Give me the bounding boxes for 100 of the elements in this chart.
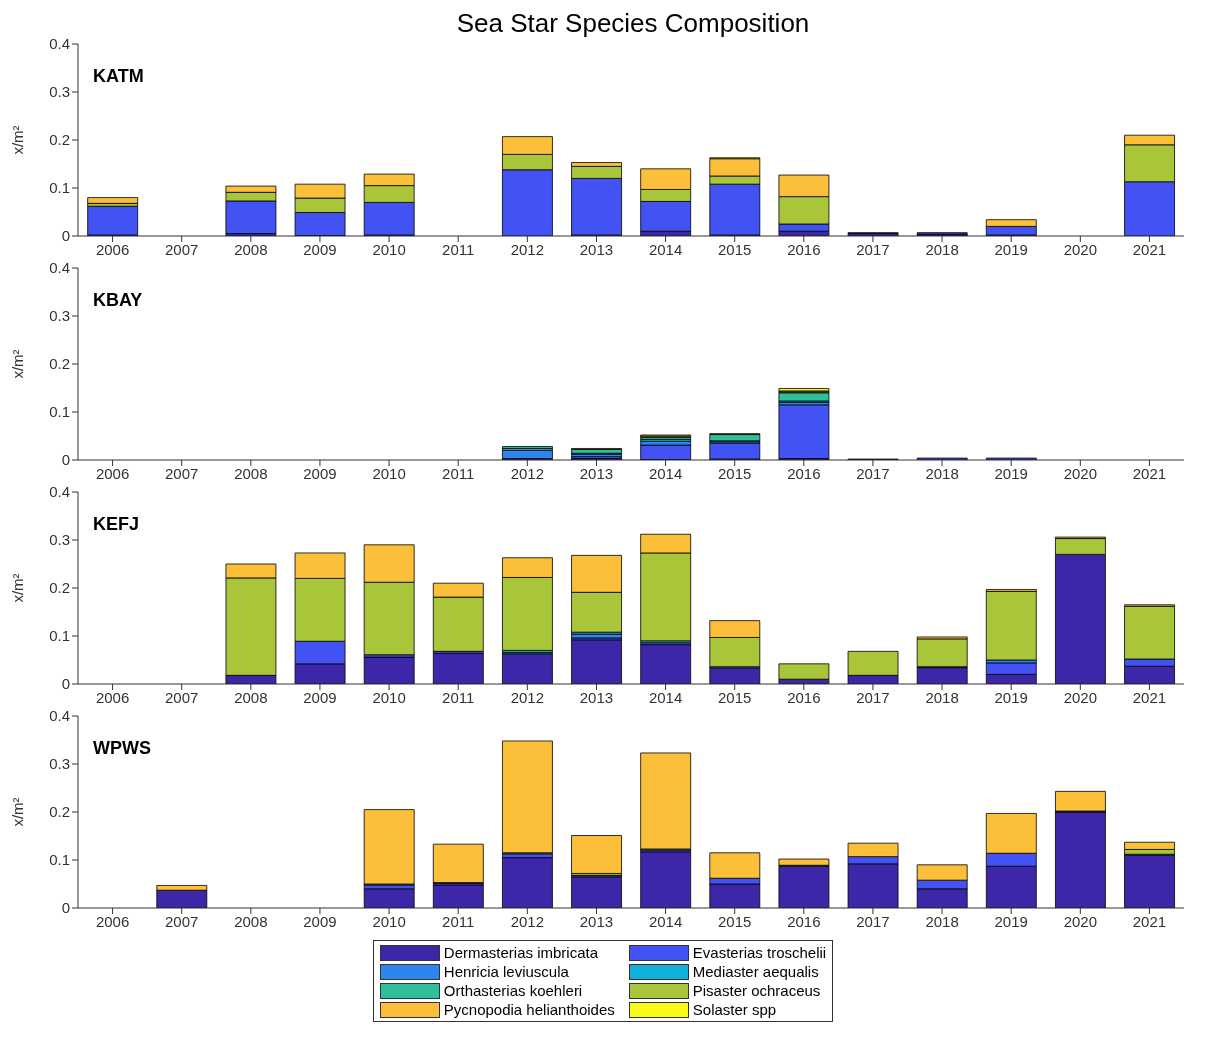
x-tick-label: 2009 <box>303 464 337 482</box>
y-tick-label: 0.4 <box>49 35 70 53</box>
x-tick-label: 2010 <box>372 464 406 482</box>
x-tick-label: 2020 <box>1063 688 1097 706</box>
x-tick-label: 2006 <box>95 464 130 482</box>
x-tick-label: 2019 <box>994 912 1028 930</box>
x-tick-label: 2017 <box>856 240 890 258</box>
y-axis-title: x/m² <box>9 797 27 827</box>
annotation: WPWS <box>93 738 151 759</box>
x-tick-label: 2014 <box>648 912 683 930</box>
chart-title: Sea Star Species Composition <box>456 8 810 38</box>
x-tick-label: 2016 <box>787 688 821 706</box>
y-tick-label: 0.1 <box>49 851 70 869</box>
x-tick-label: 2012 <box>510 464 544 482</box>
annotation: KBAY <box>93 290 143 311</box>
legend-label: Henricia leviuscula <box>443 963 569 980</box>
y-tick-label: 0 <box>61 227 70 245</box>
x-tick-label: 2011 <box>442 912 475 930</box>
y-tick-label: 0.1 <box>49 627 70 645</box>
x-tick-label: 2019 <box>994 464 1028 482</box>
x-tick-label: 2008 <box>234 464 268 482</box>
x-tick-label: 2018 <box>925 240 959 258</box>
y-tick-label: 0.4 <box>49 483 70 501</box>
legend-label: Evasterias troschelii <box>692 944 827 961</box>
x-tick-label: 2006 <box>95 912 130 930</box>
x-tick-label: 2017 <box>856 912 890 930</box>
x-tick-label: 2021 <box>1132 688 1167 706</box>
x-tick-label: 2018 <box>925 912 959 930</box>
x-tick-label: 2014 <box>648 464 683 482</box>
x-tick-label: 2020 <box>1063 912 1097 930</box>
y-tick-label: 0.3 <box>49 83 70 101</box>
y-tick-label: 0.4 <box>49 707 70 725</box>
y-axis-title: x/m² <box>9 349 27 379</box>
y-tick-label: 0.3 <box>49 531 70 549</box>
y-axis-title: x/m² <box>9 125 27 155</box>
x-tick-label: 2012 <box>510 688 544 706</box>
x-tick-label: 2007 <box>165 912 199 930</box>
x-tick-label: 2010 <box>372 240 406 258</box>
x-tick-label: 2017 <box>856 688 890 706</box>
x-tick-label: 2013 <box>579 688 614 706</box>
y-tick-label: 0.3 <box>49 307 70 325</box>
x-tick-label: 2011 <box>442 240 475 258</box>
x-tick-label: 2014 <box>648 240 683 258</box>
x-tick-label: 2019 <box>994 688 1028 706</box>
x-tick-label: 2016 <box>787 464 821 482</box>
y-tick-label: 0.2 <box>49 131 70 149</box>
x-tick-label: 2015 <box>718 240 752 258</box>
y-tick-label: 0 <box>61 675 70 693</box>
legend-label: Pycnopodia helianthoides <box>443 1001 615 1018</box>
y-tick-label: 0 <box>61 451 70 469</box>
x-tick-label: 2015 <box>718 912 752 930</box>
x-tick-label: 2008 <box>234 688 268 706</box>
x-tick-label: 2009 <box>303 240 337 258</box>
x-tick-label: 2012 <box>510 912 544 930</box>
x-tick-label: 2021 <box>1132 464 1167 482</box>
annotation: KATM <box>93 66 144 87</box>
legend-label: Solaster spp <box>692 1001 777 1018</box>
legend-label: Dermasterias imbricata <box>443 944 599 961</box>
y-tick-label: 0.1 <box>49 403 70 421</box>
x-tick-label: 2020 <box>1063 240 1097 258</box>
x-tick-label: 2011 <box>442 464 475 482</box>
y-tick-label: 0.2 <box>49 355 70 373</box>
x-tick-label: 2010 <box>372 912 406 930</box>
x-tick-label: 2014 <box>648 688 683 706</box>
legend-label: Orthasterias koehleri <box>443 982 583 999</box>
x-tick-label: 2018 <box>925 688 959 706</box>
x-tick-label: 2006 <box>95 240 130 258</box>
x-tick-label: 2021 <box>1132 240 1167 258</box>
x-tick-label: 2015 <box>718 688 752 706</box>
x-tick-label: 2013 <box>579 912 614 930</box>
x-tick-label: 2007 <box>165 240 199 258</box>
x-tick-label: 2016 <box>787 912 821 930</box>
y-tick-label: 0.2 <box>49 803 70 821</box>
y-tick-label: 0.3 <box>49 755 70 773</box>
x-tick-label: 2009 <box>303 688 337 706</box>
x-tick-label: 2018 <box>925 464 959 482</box>
x-tick-label: 2021 <box>1132 912 1167 930</box>
y-tick-label: 0.1 <box>49 179 70 197</box>
x-tick-label: 2008 <box>234 240 268 258</box>
y-axis-title: x/m² <box>9 573 27 603</box>
x-tick-label: 2017 <box>856 464 890 482</box>
x-tick-label: 2015 <box>718 464 752 482</box>
x-tick-label: 2009 <box>303 912 337 930</box>
y-tick-label: 0 <box>61 899 70 917</box>
x-tick-label: 2016 <box>787 240 821 258</box>
x-tick-label: 2007 <box>165 688 199 706</box>
x-tick-label: 2013 <box>579 240 614 258</box>
x-tick-label: 2008 <box>234 912 268 930</box>
x-tick-label: 2007 <box>165 464 199 482</box>
annotation: KEFJ <box>93 514 140 535</box>
x-tick-label: 2019 <box>994 240 1028 258</box>
legend-label: Mediaster aequalis <box>692 963 819 980</box>
x-tick-label: 2020 <box>1063 464 1097 482</box>
x-tick-label: 2011 <box>442 688 475 706</box>
x-tick-label: 2012 <box>510 240 544 258</box>
legend-label: Pisaster ochraceus <box>692 982 821 999</box>
y-tick-label: 0.2 <box>49 579 70 597</box>
x-tick-label: 2013 <box>579 464 614 482</box>
x-tick-label: 2010 <box>372 688 406 706</box>
x-tick-label: 2006 <box>95 688 130 706</box>
